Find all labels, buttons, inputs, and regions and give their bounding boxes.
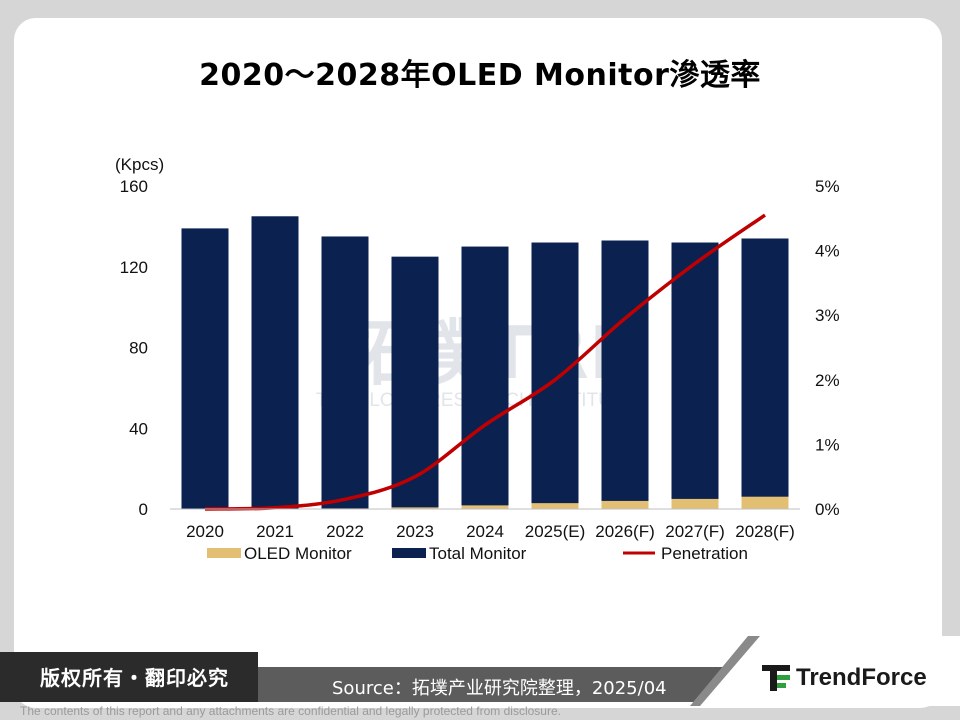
bar-total-2023: [391, 256, 439, 509]
x-tick-label: 2020: [186, 522, 224, 541]
y-left-tick-label: 40: [129, 419, 148, 438]
bar-total-2026(F): [601, 240, 649, 509]
bar-total-2025(E): [531, 242, 579, 509]
footer-slant: [690, 636, 960, 706]
x-tick-label: 2026(F): [595, 522, 655, 541]
y-right-tick-label: 5%: [815, 177, 840, 196]
bar-oled-2025(E): [531, 503, 579, 509]
y-left-tick-label: 80: [129, 339, 148, 358]
y-right-tick-label: 1%: [815, 435, 840, 454]
legend-label: OLED Monitor: [244, 544, 352, 563]
bar-total-2027(F): [671, 242, 719, 509]
x-tick-label: 2021: [256, 522, 294, 541]
bar-oled-2024: [461, 505, 509, 509]
x-tick-label: 2025(E): [525, 522, 585, 541]
bar-total-2022: [321, 236, 369, 509]
y-right-tick-label: 4%: [815, 242, 840, 261]
y-left-tick-label: 120: [120, 258, 148, 277]
x-tick-label: 2028(F): [735, 522, 795, 541]
y-right-tick-label: 3%: [815, 306, 840, 325]
y-left-axis-label: (Kpcs): [115, 155, 164, 174]
source-note: Source：拓墣产业研究院整理，2025/04: [332, 678, 667, 699]
x-tick-label: 2024: [466, 522, 504, 541]
bar-total-2021: [251, 216, 299, 509]
y-left-tick-label: 160: [120, 177, 148, 196]
y-left-tick-label: 0: [139, 500, 148, 519]
chart-title: 2020～2028年OLED Monitor滲透率: [199, 58, 761, 93]
legend: OLED Monitor Total Monitor Penetration: [207, 544, 748, 563]
bar-total-2020: [181, 228, 229, 510]
legend-label: Total Monitor: [429, 544, 527, 563]
x-tick-label: 2022: [326, 522, 364, 541]
bar-oled-2026(F): [601, 500, 649, 509]
brand-name: TrendForce: [796, 664, 927, 691]
footer-left-band: [0, 652, 258, 702]
legend-swatch-0: [207, 548, 241, 558]
y-right-tick-label: 2%: [815, 371, 840, 390]
legend-swatch-1: [392, 548, 426, 558]
y-right-tick-label: 0%: [815, 500, 840, 519]
footer-middle-band: [258, 667, 750, 702]
bar-oled-2027(F): [671, 498, 719, 509]
chart: 拓墣TRI TOPOLOGY RESEARCH INSTITUTE 040801…: [115, 155, 840, 563]
trendforce-icon: [762, 665, 790, 691]
legend-label: Penetration: [661, 544, 748, 563]
penetration-line: [204, 213, 766, 511]
bar-total-2024: [461, 246, 509, 509]
bar-total-2028(F): [741, 238, 789, 510]
x-tick-label: 2027(F): [665, 522, 725, 541]
bar-oled-2028(F): [741, 496, 789, 509]
bar-oled-2023: [391, 507, 439, 509]
disclaimer: The contents of this report and any atta…: [20, 704, 561, 718]
copyright-notice: 版权所有・翻印必究: [40, 666, 229, 690]
x-tick-label: 2023: [396, 522, 434, 541]
brand-logo: TrendForce: [762, 664, 927, 692]
